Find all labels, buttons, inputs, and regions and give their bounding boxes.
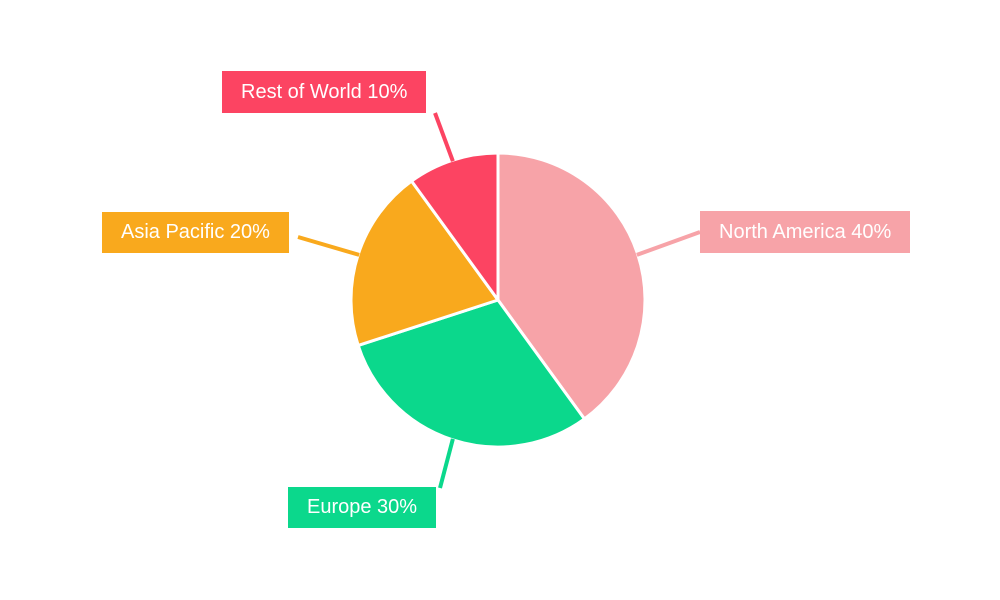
leader-line-europe bbox=[438, 438, 455, 489]
leader-line-north-america bbox=[636, 230, 701, 257]
slice-label-asia-pacific: Asia Pacific 20% bbox=[102, 212, 289, 253]
leader-line-rest-of-world bbox=[433, 112, 455, 162]
slice-label-north-america: North America 40% bbox=[700, 211, 911, 253]
slice-label-rest-of-world: Rest of World 10% bbox=[222, 71, 427, 113]
slice-label-europe: Europe 30% bbox=[288, 487, 437, 528]
leader-line-asia-pacific bbox=[297, 235, 360, 257]
